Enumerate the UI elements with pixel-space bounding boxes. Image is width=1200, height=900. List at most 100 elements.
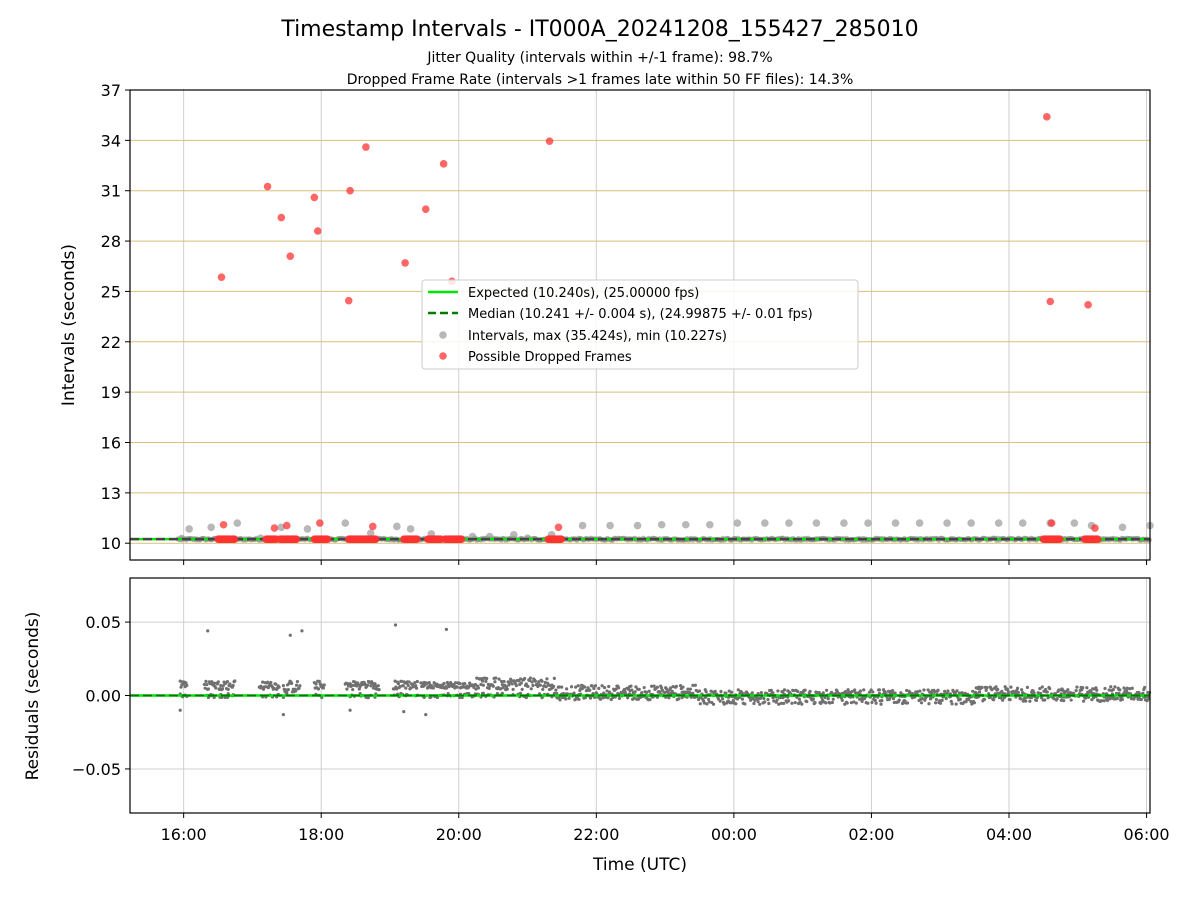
interval-point xyxy=(341,519,350,527)
residual-point xyxy=(370,681,375,685)
residual-point xyxy=(1081,686,1085,690)
residual-outlier-point xyxy=(300,629,304,633)
residual-point xyxy=(614,687,618,691)
residual-point xyxy=(984,688,988,692)
residual-point xyxy=(528,678,532,683)
interval-point xyxy=(761,519,769,527)
residual-point xyxy=(511,687,515,692)
residual-point xyxy=(602,691,606,695)
residual-point xyxy=(772,699,776,703)
residual-point xyxy=(1052,697,1056,701)
residual-point xyxy=(752,701,756,706)
interval-point xyxy=(840,519,848,527)
residual-point xyxy=(663,690,667,695)
residual-point xyxy=(1069,698,1073,702)
residual-point xyxy=(558,698,562,702)
residual-point xyxy=(376,684,380,688)
residual-point xyxy=(458,681,462,686)
residual-point xyxy=(719,689,723,694)
residual-point xyxy=(1118,688,1122,692)
residual-point xyxy=(1046,696,1050,700)
residual-point xyxy=(1040,685,1044,689)
residual-point xyxy=(811,697,815,701)
residual-point xyxy=(454,681,458,685)
dropped-frame-point xyxy=(1094,535,1102,543)
dropped-frame-point xyxy=(439,160,448,168)
residual-point xyxy=(706,697,711,702)
interval-point xyxy=(633,521,642,530)
residual-point xyxy=(915,690,919,694)
residual-point xyxy=(297,686,301,690)
intervals-plot-frame xyxy=(129,89,1151,561)
residual-point xyxy=(216,680,220,684)
residual-point xyxy=(862,688,866,692)
residual-point xyxy=(1024,699,1028,703)
residual-point xyxy=(655,685,660,689)
residual-point xyxy=(667,696,671,700)
residual-point xyxy=(630,688,634,692)
legend-box xyxy=(421,279,859,370)
residual-point xyxy=(407,680,411,684)
residual-point xyxy=(520,687,524,691)
residual-point xyxy=(560,685,564,689)
residual-point xyxy=(413,681,417,685)
residual-point xyxy=(927,702,931,706)
residual-point xyxy=(813,700,817,705)
legend-dropped-swatch xyxy=(439,352,447,360)
residual-point xyxy=(922,688,926,692)
residual-point xyxy=(1025,685,1030,689)
residual-point xyxy=(564,697,568,701)
residual-point xyxy=(1141,691,1145,695)
residual-point xyxy=(442,681,446,686)
residual-point xyxy=(501,686,505,690)
residual-point xyxy=(1085,686,1089,690)
residual-point xyxy=(944,696,948,701)
intervals-y-tick-label: 31 xyxy=(101,182,121,201)
residual-point xyxy=(531,683,535,688)
residual-point xyxy=(871,690,875,694)
residual-point xyxy=(749,698,753,702)
interval-point xyxy=(681,520,690,529)
residual-point xyxy=(1028,699,1032,703)
residual-point xyxy=(779,701,783,705)
residual-point xyxy=(743,702,747,706)
residual-point xyxy=(600,684,604,688)
residual-point xyxy=(1045,690,1049,694)
residual-point xyxy=(206,687,211,691)
residual-point xyxy=(371,686,375,690)
residual-point xyxy=(740,697,745,701)
residual-point xyxy=(990,688,994,692)
residual-point xyxy=(502,679,506,684)
residual-point xyxy=(554,688,558,692)
residual-point xyxy=(849,701,853,705)
residuals-y-axis-label: Residuals (seconds) xyxy=(23,612,43,781)
residual-point xyxy=(790,701,794,705)
intervals-y-tick-label: 13 xyxy=(101,484,121,503)
residual-point xyxy=(1124,689,1129,693)
dropped-frame-point xyxy=(346,186,354,195)
residual-point xyxy=(537,680,541,684)
residual-point xyxy=(938,699,942,703)
residual-point xyxy=(892,700,896,705)
residual-point xyxy=(957,691,962,695)
interval-point xyxy=(891,519,900,527)
residual-point xyxy=(404,686,408,690)
residual-point xyxy=(1059,698,1063,702)
residual-point xyxy=(425,681,429,685)
dropped-frame-point xyxy=(413,535,421,543)
residual-point xyxy=(597,686,601,690)
residual-point xyxy=(475,676,479,680)
residual-point xyxy=(1020,688,1024,692)
intervals-y-tick-label: 37 xyxy=(101,81,121,100)
residual-point xyxy=(698,702,702,706)
residual-point xyxy=(850,689,854,694)
residual-point xyxy=(529,687,533,691)
residual-point xyxy=(873,698,877,703)
residual-point xyxy=(272,686,276,691)
residual-point xyxy=(449,681,453,685)
residual-point xyxy=(853,688,857,692)
residual-point xyxy=(583,685,587,689)
residual-point xyxy=(178,679,182,683)
residual-point xyxy=(1143,685,1147,690)
x-tick-label: 06:00 xyxy=(1124,825,1170,844)
